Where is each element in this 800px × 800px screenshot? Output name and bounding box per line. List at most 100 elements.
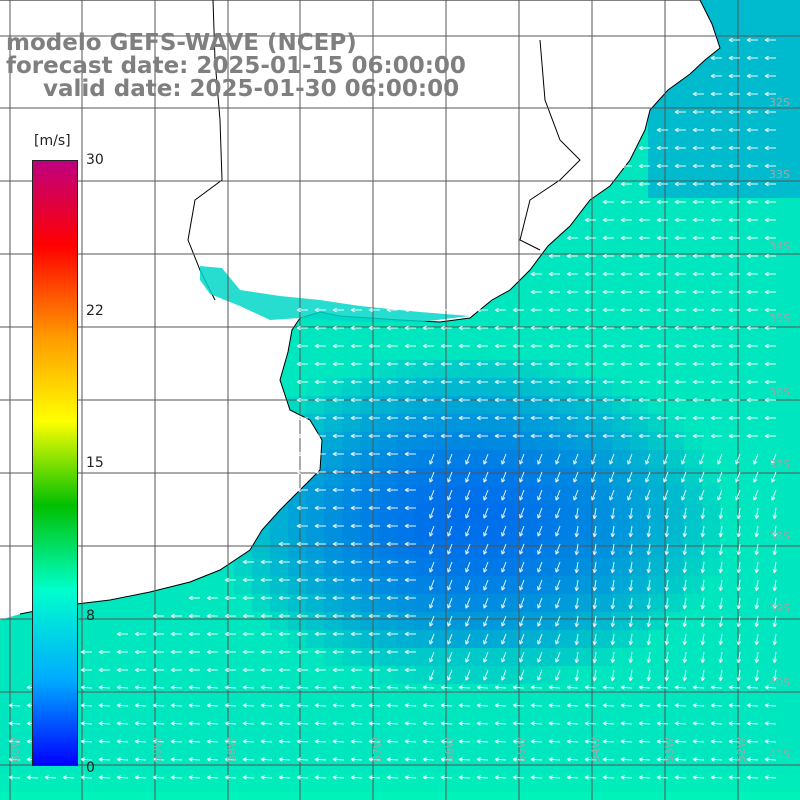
wind-arrow	[332, 559, 344, 565]
wind-arrow	[638, 379, 650, 385]
wind-arrow	[350, 559, 362, 565]
wind-arrow	[628, 615, 634, 628]
wind-arrow	[710, 721, 723, 726]
wind-arrow	[260, 721, 273, 726]
wind-arrow	[573, 489, 579, 501]
wind-arrow	[656, 415, 668, 421]
wind-arrow	[296, 721, 309, 726]
wind-arrow	[692, 397, 704, 403]
wind-arrow	[458, 721, 471, 726]
wind-arrow	[422, 307, 434, 313]
wind-arrow	[764, 397, 776, 403]
wind-arrow	[314, 577, 326, 583]
wind-arrow	[548, 415, 560, 421]
wind-arrow	[674, 325, 686, 331]
wind-arrow	[592, 561, 598, 574]
wind-arrow	[206, 721, 219, 726]
wind-arrow	[314, 631, 326, 637]
wind-arrow	[537, 525, 543, 537]
wind-arrow	[638, 739, 651, 744]
wind-arrow	[368, 559, 380, 565]
wind-arrow	[728, 307, 740, 313]
wind-arrow	[736, 579, 742, 592]
wind-arrow	[574, 579, 580, 592]
wind-arrow	[555, 543, 561, 555]
wind-arrow	[736, 561, 742, 574]
wind-arrow	[134, 631, 146, 637]
wind-arrow	[537, 579, 543, 591]
wind-arrow	[332, 685, 345, 690]
wind-arrow	[404, 415, 416, 421]
wind-arrow	[736, 669, 742, 682]
wind-arrow	[674, 703, 687, 708]
wind-arrow	[242, 775, 255, 780]
wind-arrow	[501, 507, 507, 519]
colorbar-tick-30: 30	[86, 152, 104, 168]
wind-arrow	[718, 579, 724, 592]
wind-arrow	[692, 685, 705, 690]
wind-arrow	[692, 91, 704, 97]
wind-arrow	[736, 615, 742, 628]
wind-arrow	[656, 145, 668, 151]
wind-arrow	[746, 235, 758, 241]
wind-arrow	[602, 775, 615, 780]
wind-arrow	[368, 631, 380, 637]
wind-arrow	[555, 597, 561, 609]
wind-arrow	[260, 649, 272, 655]
wind-arrow	[754, 525, 760, 538]
wind-arrow	[152, 613, 164, 619]
wind-arrow	[674, 343, 686, 349]
wind-arrow	[296, 361, 308, 367]
wind-arrow	[350, 685, 363, 690]
wind-arrow	[242, 559, 254, 565]
wind-arrow	[296, 577, 308, 583]
wind-arrow	[728, 199, 740, 205]
wind-arrow	[638, 235, 650, 241]
wind-arrow	[314, 685, 327, 690]
wind-arrow	[386, 757, 399, 762]
wind-arrow	[260, 613, 272, 619]
wind-arrow	[512, 379, 524, 385]
wind-arrow	[692, 703, 705, 708]
wind-arrow	[224, 685, 237, 690]
wind-arrow	[465, 525, 471, 537]
wind-arrow	[584, 379, 596, 385]
wind-arrow	[628, 651, 634, 664]
wind-arrow	[314, 433, 326, 439]
wind-arrow	[519, 633, 525, 645]
wind-arrow	[718, 651, 724, 664]
wind-arrow	[530, 775, 543, 780]
wind-arrow	[692, 775, 705, 780]
wind-arrow	[224, 757, 237, 762]
wind-arrow	[494, 739, 507, 744]
wind-arrow	[574, 669, 580, 682]
lat-label-38s: 38S	[769, 530, 790, 543]
wind-arrow	[350, 739, 363, 744]
wind-arrow	[574, 633, 580, 646]
wind-arrow	[710, 109, 722, 115]
wind-arrow	[620, 361, 632, 367]
wind-arrow	[638, 703, 651, 708]
wind-arrow	[458, 325, 470, 331]
wind-arrow	[746, 91, 758, 97]
wind-arrow	[700, 651, 706, 664]
wind-arrow	[296, 739, 309, 744]
wind-arrow	[332, 361, 344, 367]
wind-arrow	[386, 739, 399, 744]
wind-arrow	[116, 631, 128, 637]
wind-arrow	[620, 199, 632, 205]
wind-arrow	[656, 181, 668, 187]
wind-arrow	[494, 757, 507, 762]
wind-arrow	[656, 397, 668, 403]
wind-arrow	[368, 649, 380, 655]
lat-label-34s: 34S	[769, 240, 790, 253]
wind-arrow	[584, 325, 596, 331]
wind-arrow	[512, 307, 524, 313]
wind-arrow	[296, 523, 308, 529]
wind-arrow	[710, 55, 722, 61]
wind-arrow	[447, 669, 453, 681]
wind-arrow	[242, 613, 254, 619]
wind-arrow	[530, 739, 543, 744]
wind-arrow	[627, 453, 633, 465]
wind-arrow	[656, 325, 668, 331]
